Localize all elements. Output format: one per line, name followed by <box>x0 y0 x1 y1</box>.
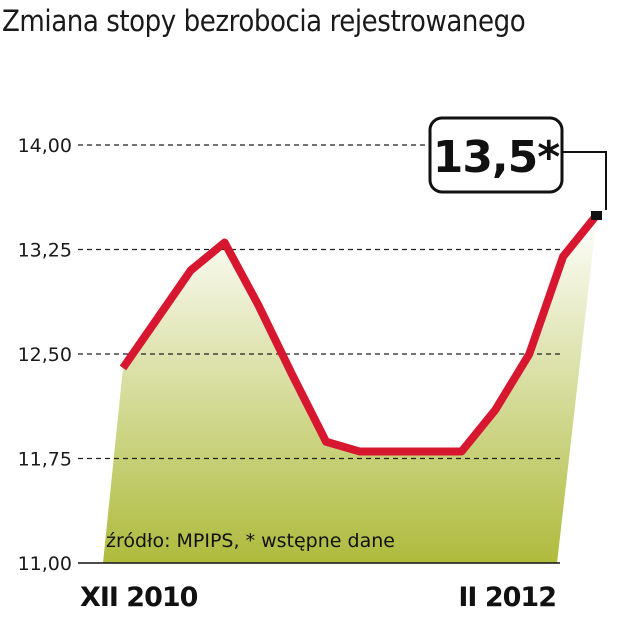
x-label-start: XII 2010 <box>80 582 198 613</box>
area-fill-layer <box>103 214 597 563</box>
area-fill <box>103 214 597 563</box>
y-tick-label: 12,50 <box>18 344 72 366</box>
data-point <box>393 451 395 453</box>
data-point <box>156 318 158 320</box>
series-line-layer <box>119 212 601 456</box>
data-point <box>461 451 463 453</box>
callout-label: 13,5* <box>433 132 561 183</box>
data-point <box>190 269 192 271</box>
y-axis-ticks: 14,00 13,25 12,50 11,75 11,00 <box>18 135 72 575</box>
y-tick-label: 11,75 <box>18 449 72 471</box>
data-point <box>224 242 226 244</box>
data-point <box>257 304 259 306</box>
source-note: źródło: MPIPS, * wstępne dane <box>106 530 395 552</box>
data-point <box>562 255 564 257</box>
data-point <box>427 451 429 453</box>
y-tick-label: 13,25 <box>18 240 72 262</box>
data-point <box>122 367 124 369</box>
data-point <box>325 441 327 443</box>
x-label-end: II 2012 <box>458 582 556 613</box>
value-callout: 13,5* <box>428 116 607 220</box>
data-point <box>494 409 496 411</box>
y-tick-label: 14,00 <box>18 135 72 157</box>
callout-leader-line <box>562 151 607 210</box>
chart-title: Zmiana stopy bezrobocia rejestrowanego <box>2 4 526 38</box>
callout-box <box>428 116 564 194</box>
data-point <box>359 451 361 453</box>
data-point <box>291 374 293 376</box>
y-tick-label: 11,00 <box>18 553 72 575</box>
callout-marker <box>591 211 602 220</box>
data-point <box>528 353 530 355</box>
